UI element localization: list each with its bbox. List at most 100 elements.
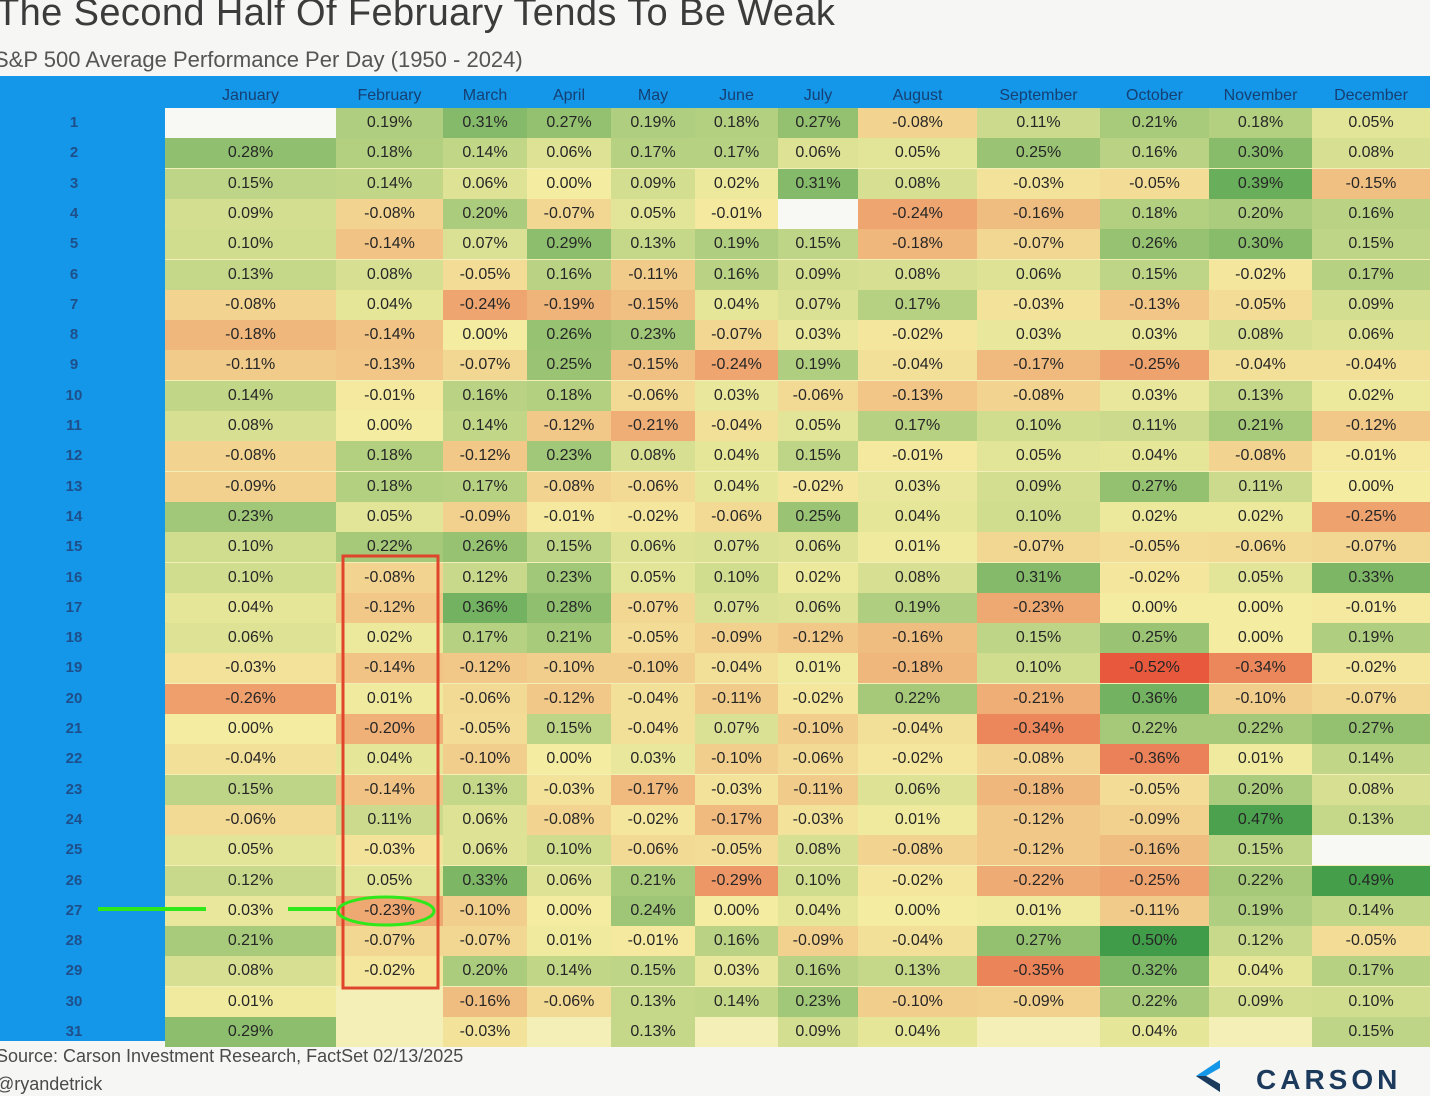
heatmap-cell-december-25	[1312, 835, 1430, 866]
heatmap-cell-october-19: -0.52%	[1100, 653, 1209, 684]
heatmap-cell-september-7: -0.03%	[977, 289, 1100, 320]
heatmap-cell-december-14: -0.25%	[1312, 501, 1430, 532]
heatmap-cell-july-23: -0.11%	[778, 774, 858, 805]
heatmap-cell-january-10: 0.14%	[165, 380, 336, 411]
heatmap-cell-february-5: -0.14%	[336, 229, 443, 260]
heatmap-cell-june-31	[695, 1017, 778, 1047]
heatmap-cell-may-29: 0.15%	[611, 956, 695, 987]
heatmap-cell-november-16: 0.05%	[1209, 562, 1312, 593]
heatmap-cell-july-18: -0.12%	[778, 623, 858, 654]
heatmap-cell-september-3: -0.03%	[977, 168, 1100, 199]
heatmap-cell-august-15: 0.01%	[858, 532, 977, 563]
day-label-31: 31	[65, 1023, 83, 1040]
heatmap-cell-august-4: -0.24%	[858, 198, 977, 229]
heatmap-cell-october-6: 0.15%	[1100, 259, 1209, 290]
heatmap-cell-june-14: -0.06%	[695, 501, 778, 532]
heatmap-cell-february-26: 0.05%	[336, 865, 443, 896]
heatmap-cell-april-3: 0.00%	[527, 168, 611, 199]
heatmap-cell-december-15: -0.07%	[1312, 532, 1430, 563]
day-label-25: 25	[65, 841, 83, 859]
heatmap-cell-september-27: 0.01%	[977, 895, 1100, 926]
heatmap-cell-february-8: -0.14%	[336, 320, 443, 351]
month-label-march: March	[462, 87, 508, 104]
carson-logo: CARSON	[1190, 1054, 1430, 1095]
heatmap-cell-june-6: 0.16%	[695, 259, 778, 290]
heatmap-cell-march-16: 0.12%	[443, 562, 527, 593]
month-label-september: September	[999, 87, 1078, 104]
heatmap-cell-may-5: 0.13%	[611, 229, 695, 260]
heatmap-cell-september-13: 0.09%	[977, 471, 1100, 502]
heatmap-cell-july-27: 0.04%	[778, 895, 858, 926]
heatmap-cell-september-14: 0.10%	[977, 501, 1100, 532]
heatmap-cell-june-27: 0.00%	[695, 895, 778, 926]
heatmap-cell-october-17: 0.00%	[1100, 592, 1209, 623]
heatmap-cell-august-12: -0.01%	[858, 441, 977, 472]
heatmap-cell-october-16: -0.02%	[1100, 562, 1209, 593]
heatmap-cell-november-26: 0.22%	[1209, 865, 1312, 896]
heatmap-cell-may-16: 0.05%	[611, 562, 695, 593]
heatmap-cell-june-12: 0.04%	[695, 441, 778, 472]
heatmap-cell-march-28: -0.07%	[443, 926, 527, 957]
heatmap-cell-march-25: 0.06%	[443, 835, 527, 866]
heatmap-cell-december-23: 0.08%	[1312, 774, 1430, 805]
heatmap-cell-october-5: 0.26%	[1100, 229, 1209, 260]
heatmap-cell-march-26: 0.33%	[443, 865, 527, 896]
day-label-24: 24	[65, 810, 83, 828]
heatmap-cell-february-29: -0.02%	[336, 956, 443, 987]
heatmap-cell-march-18: 0.17%	[443, 623, 527, 654]
heatmap-cell-may-31: 0.13%	[611, 1017, 695, 1047]
heatmap-cell-january-29: 0.08%	[165, 956, 336, 987]
heatmap-cell-october-27: -0.11%	[1100, 895, 1209, 926]
heatmap-cell-february-23: -0.14%	[336, 774, 443, 805]
heatmap-cell-may-20: -0.04%	[611, 683, 695, 714]
heatmap-cell-august-11: 0.17%	[858, 411, 977, 441]
heatmap-cell-june-20: -0.11%	[695, 683, 778, 714]
heatmap-cell-october-25: -0.16%	[1100, 835, 1209, 866]
heatmap-cell-june-11: -0.04%	[695, 411, 778, 441]
heatmap-cell-november-23: 0.20%	[1209, 774, 1312, 805]
heatmap-cell-december-11: -0.12%	[1312, 411, 1430, 441]
heatmap-cell-august-14: 0.04%	[858, 501, 977, 532]
day-label-14: 14	[65, 507, 83, 525]
heatmap-cell-january-11: 0.08%	[165, 411, 336, 441]
heatmap-cell-september-5: -0.07%	[977, 229, 1100, 260]
heatmap-cell-september-2: 0.25%	[977, 138, 1100, 169]
heatmap-cell-october-22: -0.36%	[1100, 744, 1209, 775]
heatmap-cell-october-1: 0.21%	[1100, 108, 1209, 138]
heatmap-cell-march-29: 0.20%	[443, 956, 527, 987]
heatmap-cell-september-26: -0.22%	[977, 865, 1100, 896]
heatmap-cell-january-1	[165, 108, 336, 138]
heatmap-cell-april-6: 0.16%	[527, 259, 611, 290]
heatmap-cell-december-7: 0.09%	[1312, 289, 1430, 320]
heatmap-cell-may-8: 0.23%	[611, 320, 695, 351]
heatmap-cell-august-9: -0.04%	[858, 350, 977, 381]
heatmap-cell-february-30	[336, 986, 443, 1017]
heatmap-cell-june-5: 0.19%	[695, 229, 778, 260]
heatmap-cell-february-19: -0.14%	[336, 653, 443, 684]
heatmap-cell-june-3: 0.02%	[695, 168, 778, 199]
heatmap-cell-september-19: 0.10%	[977, 653, 1100, 684]
heatmap-cell-january-8: -0.18%	[165, 320, 336, 351]
heatmap-cell-november-2: 0.30%	[1209, 138, 1312, 169]
heatmap-cell-february-25: -0.03%	[336, 835, 443, 866]
heatmap-cell-march-12: -0.12%	[443, 441, 527, 472]
heatmap-cell-december-1: 0.05%	[1312, 108, 1430, 138]
heatmap-cell-january-28: 0.21%	[165, 926, 336, 957]
heatmap-cell-april-15: 0.15%	[527, 532, 611, 563]
heatmap-cell-november-31	[1209, 1017, 1312, 1047]
heatmap-cell-december-4: 0.16%	[1312, 198, 1430, 229]
heatmap-cell-july-3: 0.31%	[778, 168, 858, 199]
heatmap-cell-october-9: -0.25%	[1100, 350, 1209, 381]
heatmap-cell-may-14: -0.02%	[611, 501, 695, 532]
day-label-19: 19	[65, 659, 83, 677]
heatmap-cell-june-18: -0.09%	[695, 623, 778, 654]
heatmap-cell-november-24: 0.47%	[1209, 804, 1312, 835]
heatmap-cell-february-6: 0.08%	[336, 259, 443, 290]
heatmap-cell-november-22: 0.01%	[1209, 744, 1312, 775]
heatmap-cell-may-9: -0.15%	[611, 350, 695, 381]
heatmap-cell-december-18: 0.19%	[1312, 623, 1430, 654]
heatmap-cell-august-30: -0.10%	[858, 986, 977, 1017]
heatmap-cell-june-29: 0.03%	[695, 956, 778, 987]
heatmap-cell-january-6: 0.13%	[165, 259, 336, 290]
heatmap-cell-september-16: 0.31%	[977, 562, 1100, 593]
